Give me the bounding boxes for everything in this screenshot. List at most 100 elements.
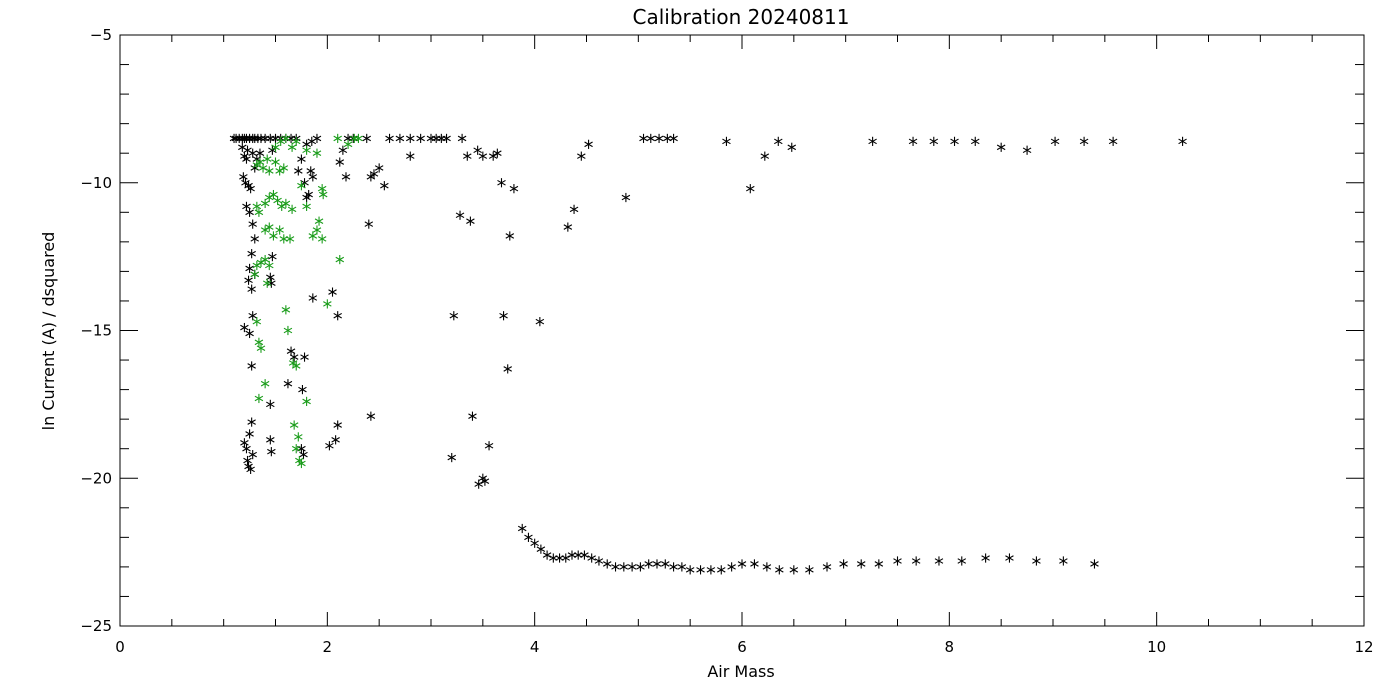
data-point bbox=[517, 523, 527, 534]
data-point bbox=[323, 299, 332, 309]
data-point bbox=[981, 553, 990, 563]
data-point bbox=[302, 396, 311, 407]
data-point bbox=[238, 142, 247, 152]
data-point bbox=[247, 249, 256, 259]
x-tick-label: 0 bbox=[115, 638, 125, 656]
data-point bbox=[602, 559, 612, 569]
data-point bbox=[286, 133, 296, 144]
x-tick-label: 10 bbox=[1147, 638, 1166, 656]
data-point bbox=[839, 559, 848, 569]
data-point bbox=[775, 565, 784, 575]
data-point bbox=[239, 172, 248, 182]
data-point bbox=[669, 562, 678, 572]
data-point bbox=[478, 473, 488, 483]
data-point bbox=[426, 133, 436, 144]
data-point bbox=[587, 553, 596, 563]
data-point bbox=[652, 559, 662, 569]
data-point bbox=[536, 544, 546, 554]
series-2 bbox=[250, 133, 363, 469]
y-axis-label: ln Current (A) / dsquared bbox=[39, 232, 58, 431]
data-point bbox=[580, 550, 589, 560]
data-point bbox=[374, 163, 384, 173]
data-point bbox=[276, 136, 285, 146]
data-point bbox=[254, 393, 264, 404]
data-point bbox=[333, 311, 342, 321]
data-point bbox=[524, 532, 533, 542]
data-point bbox=[295, 455, 304, 466]
data-point bbox=[405, 151, 415, 161]
data-point bbox=[304, 189, 313, 200]
data-point bbox=[275, 225, 284, 235]
data-point bbox=[437, 133, 446, 144]
data-point bbox=[380, 181, 389, 191]
data-point bbox=[1108, 136, 1118, 146]
data-point bbox=[294, 166, 303, 176]
data-point bbox=[466, 216, 475, 226]
chart-title: Calibration 20240811 bbox=[633, 5, 850, 29]
data-point bbox=[247, 361, 256, 371]
data-point bbox=[265, 166, 274, 176]
data-point bbox=[279, 234, 289, 244]
x-tick-label: 8 bbox=[945, 638, 955, 656]
data-point bbox=[1032, 556, 1041, 566]
x-tick-label: 4 bbox=[530, 638, 540, 656]
data-point bbox=[271, 142, 280, 152]
data-point bbox=[934, 556, 944, 566]
data-point bbox=[250, 269, 260, 279]
data-point bbox=[333, 133, 342, 144]
data-point bbox=[362, 133, 372, 144]
data-point bbox=[333, 420, 342, 430]
data-point bbox=[341, 172, 351, 182]
data-point bbox=[317, 184, 327, 194]
data-point bbox=[503, 364, 512, 374]
data-point bbox=[308, 293, 318, 303]
data-point bbox=[262, 278, 272, 288]
data-point bbox=[727, 562, 736, 572]
data-point bbox=[250, 163, 260, 173]
data-point bbox=[247, 284, 256, 294]
data-point bbox=[260, 198, 270, 209]
data-point bbox=[246, 464, 255, 474]
data-point bbox=[706, 565, 716, 575]
data-point bbox=[248, 219, 257, 229]
data-point bbox=[636, 562, 645, 572]
data-point bbox=[549, 553, 558, 563]
data-point bbox=[298, 385, 307, 395]
data-point bbox=[856, 559, 866, 569]
data-point bbox=[308, 231, 318, 241]
data-point bbox=[455, 210, 465, 220]
data-point bbox=[970, 136, 980, 146]
x-axis-label: Air Mass bbox=[707, 662, 774, 681]
data-point bbox=[269, 231, 278, 241]
data-point bbox=[294, 432, 303, 442]
data-point bbox=[542, 550, 552, 560]
data-point bbox=[291, 136, 301, 146]
data-point bbox=[569, 204, 579, 214]
data-point bbox=[308, 172, 318, 182]
data-point bbox=[366, 411, 376, 421]
data-point bbox=[789, 565, 799, 575]
data-point bbox=[1005, 553, 1014, 563]
data-point bbox=[254, 207, 264, 217]
data-point bbox=[242, 444, 251, 454]
data-point bbox=[535, 317, 545, 327]
x-tick-label: 6 bbox=[737, 638, 747, 656]
data-point bbox=[716, 565, 726, 575]
data-point bbox=[338, 145, 348, 155]
data-point bbox=[1050, 136, 1060, 146]
data-point bbox=[240, 322, 249, 333]
data-point bbox=[561, 553, 571, 563]
data-point bbox=[266, 133, 275, 144]
data-point bbox=[266, 399, 275, 409]
data-point bbox=[996, 142, 1006, 152]
data-point bbox=[474, 479, 483, 489]
data-point bbox=[893, 556, 902, 566]
data-point bbox=[627, 562, 637, 572]
data-point bbox=[480, 476, 490, 486]
data-point bbox=[289, 420, 299, 430]
data-point bbox=[268, 252, 277, 262]
data-point bbox=[369, 169, 379, 179]
data-point bbox=[283, 379, 293, 389]
data-point bbox=[325, 441, 334, 451]
